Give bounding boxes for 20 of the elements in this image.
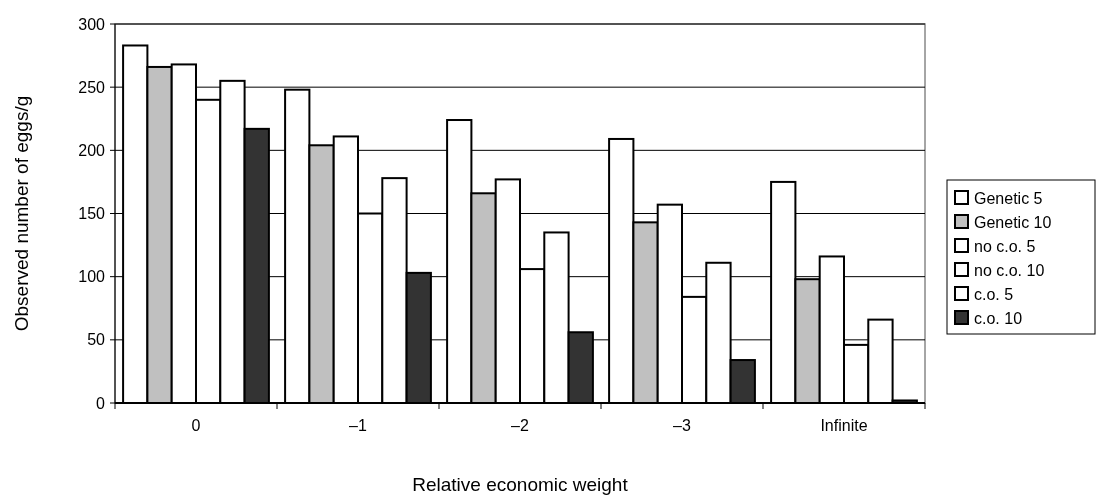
y-tick-label: 50 — [87, 331, 106, 349]
x-axis-title: Relative economic weight — [412, 474, 629, 495]
legend-label: no c.o. 10 — [974, 261, 1045, 279]
y-tick-label: 100 — [78, 268, 106, 286]
x-tick-label: –1 — [349, 417, 367, 434]
y-tick-label: 200 — [78, 141, 106, 159]
x-tick-label: –3 — [673, 417, 691, 434]
y-axis-title: Observed number of eggs/g — [11, 95, 32, 332]
y-tick-label: 0 — [96, 394, 106, 412]
y-tick-label: 150 — [78, 205, 106, 223]
x-tick-label: –2 — [511, 417, 529, 434]
legend-label: c.o. 5 — [974, 285, 1014, 303]
x-tick-label: 0 — [191, 417, 201, 434]
y-tick-label: 300 — [78, 15, 106, 33]
legend-label: Genetic 5 — [974, 189, 1043, 207]
legend-label: Genetic 10 — [974, 213, 1052, 231]
y-tick-label: 250 — [78, 78, 106, 96]
x-tick-label: Infinite — [820, 417, 868, 434]
legend-label: no c.o. 5 — [974, 237, 1036, 255]
legend-label: c.o. 10 — [974, 309, 1023, 327]
